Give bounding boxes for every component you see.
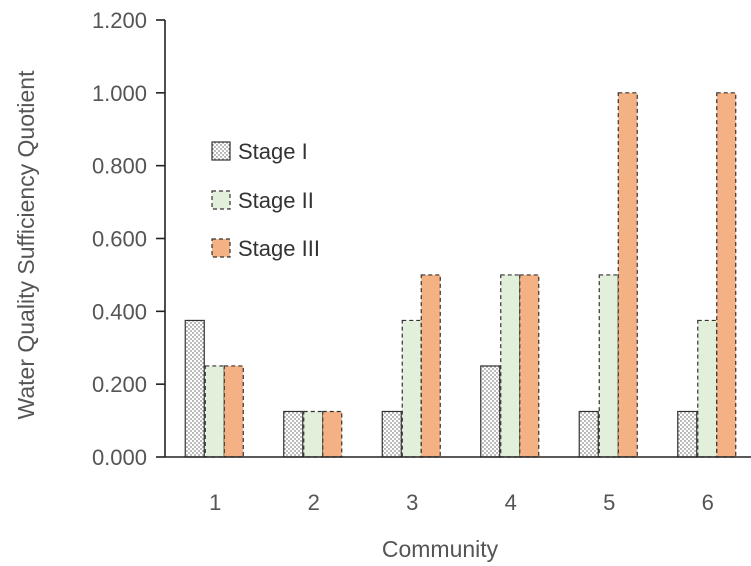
bar-stage-ii-community-5 — [598, 274, 619, 458]
bar-stage-ii-community-3 — [401, 319, 422, 458]
bar-stage-i-community-4 — [480, 365, 501, 458]
x-tick-label: 4 — [505, 490, 517, 515]
bar-stage-iii-community-5 — [617, 92, 638, 458]
y-axis-ticks: 0.000 0.200 0.400 0.600 0.800 1.000 1.200 — [92, 8, 165, 470]
x-tick-label: 5 — [603, 490, 615, 515]
y-tick-label: 0.200 — [92, 372, 147, 397]
bar-stage-iii-community-1 — [223, 365, 244, 458]
x-axis-ticks: 1 2 3 4 5 6 — [209, 490, 714, 515]
legend: Stage I Stage II Stage III — [211, 139, 320, 261]
x-tick-label: 1 — [209, 490, 221, 515]
y-tick-label: 0.600 — [92, 227, 147, 252]
y-tick-label: 1.000 — [92, 81, 147, 106]
y-axis-title: Water Quality Sufficiency Quotient — [13, 70, 39, 420]
bar-stage-ii-community-1 — [204, 365, 225, 458]
bar-stage-ii-community-2 — [303, 410, 324, 458]
bar-stage-i-community-2 — [283, 410, 304, 458]
bar-stage-iii-community-4 — [519, 274, 540, 458]
bar-stage-iii-community-6 — [716, 92, 737, 458]
y-tick-label: 0.000 — [92, 445, 147, 470]
x-tick-label: 6 — [702, 490, 714, 515]
bar-stage-i-community-6 — [677, 410, 698, 458]
bar-stage-i-community-3 — [381, 410, 402, 458]
bar-stage-iii-community-2 — [322, 410, 343, 458]
x-axis-title: Community — [382, 536, 499, 562]
x-tick-label: 2 — [308, 490, 320, 515]
bar-stage-i-community-1 — [184, 319, 205, 458]
legend-label: Stage II — [238, 188, 314, 213]
y-tick-label: 0.800 — [92, 154, 147, 179]
legend-swatch-stage-i — [211, 141, 231, 161]
legend-label: Stage III — [238, 236, 320, 261]
y-tick-label: 0.400 — [92, 299, 147, 324]
legend-label: Stage I — [238, 139, 308, 164]
legend-swatch-stage-iii — [211, 238, 231, 258]
y-tick-label: 1.200 — [92, 8, 147, 33]
legend-swatch-stage-ii — [211, 190, 231, 210]
bar-stage-iii-community-3 — [420, 274, 441, 458]
x-tick-label: 3 — [406, 490, 418, 515]
bar-stage-ii-community-4 — [500, 274, 521, 458]
bar-stage-ii-community-6 — [697, 319, 718, 458]
bar-stage-i-community-5 — [578, 410, 599, 458]
